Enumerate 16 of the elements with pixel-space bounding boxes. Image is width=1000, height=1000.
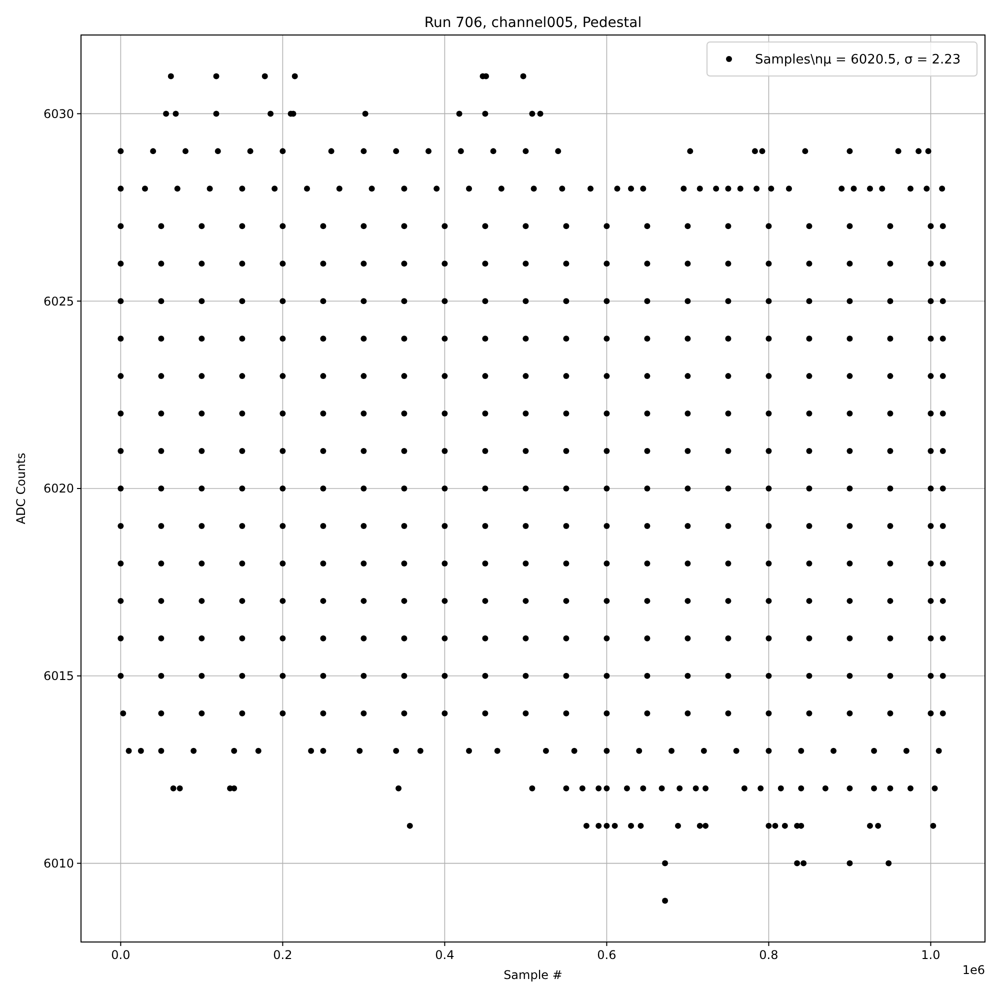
x-tick-label: 0.4 bbox=[435, 948, 454, 962]
x-tick-label: 0.0 bbox=[111, 948, 130, 962]
y-tick-label: 6020 bbox=[43, 482, 74, 496]
y-axis-title: ADC Counts bbox=[14, 452, 28, 524]
x-tick-label: 0.6 bbox=[597, 948, 616, 962]
x-tick-label: 0.8 bbox=[759, 948, 778, 962]
legend-label: Samples\nμ = 6020.5, σ = 2.23 bbox=[755, 52, 961, 68]
y-tick-label: 6015 bbox=[43, 669, 74, 684]
y-tick-label: 6010 bbox=[43, 856, 74, 870]
text: 1e6 bbox=[962, 963, 985, 977]
chart-title: Run 706, channel005, Pedestal bbox=[424, 15, 642, 31]
y-tick-label: 6030 bbox=[43, 106, 74, 121]
x-tick-label: 1.0 bbox=[921, 948, 940, 962]
x-tick-label: 0.2 bbox=[273, 948, 292, 962]
y-tick-label: 6025 bbox=[43, 294, 74, 308]
x-axis-title: Sample # bbox=[504, 968, 562, 982]
